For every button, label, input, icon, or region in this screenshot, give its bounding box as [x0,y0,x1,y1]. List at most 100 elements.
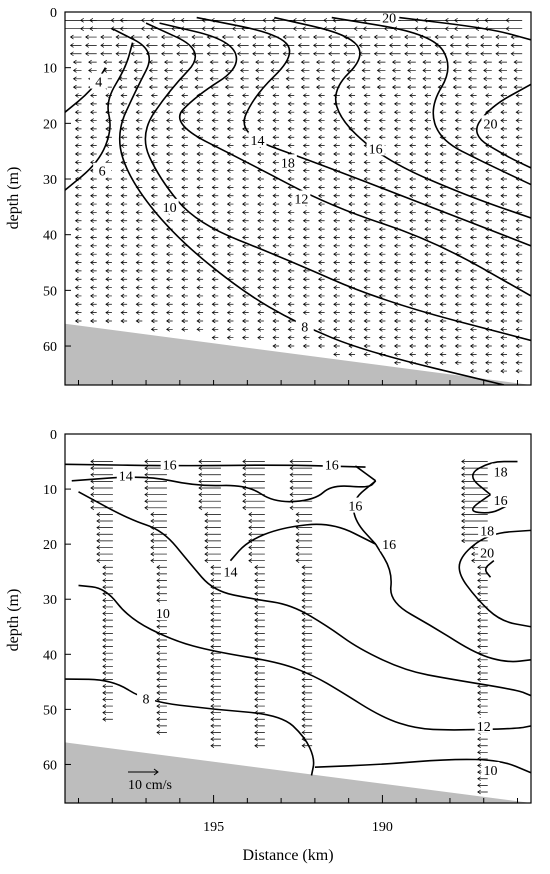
x-tick-label: 190 [372,820,393,835]
velocity-arrow [156,571,167,577]
velocity-arrow [90,301,97,307]
velocity-arrow [120,185,128,190]
velocity-arrow [226,118,234,123]
plot-frame [64,11,532,386]
velocity-arrow [452,84,462,90]
velocity-arrow [287,101,295,107]
scale-arrow-legend: 10 cm/s [128,768,172,793]
isotherm-20 [475,83,531,169]
velocity-arrow [102,611,113,616]
velocity-arrow [90,118,97,123]
velocity-arrow [150,538,167,544]
velocity-arrow [469,210,477,215]
isotherm-18 [458,529,531,628]
velocity-arrow [469,276,477,282]
velocity-arrow [378,327,386,332]
velocity-arrow [166,176,173,182]
velocity-arrow [378,109,386,115]
velocity-arrow [144,479,167,484]
velocity-arrow [287,301,295,307]
contour-label: 18 [494,465,508,480]
velocity-arrow [333,176,340,182]
velocity-arrow [302,18,325,23]
velocity-arrow [181,151,188,157]
velocity-arrow [120,235,128,240]
velocity-arrow [378,218,386,224]
velocity-arrow [272,343,280,349]
velocity-arrow [196,293,204,299]
velocity-arrow [409,285,416,290]
velocity-arrow [221,51,234,57]
velocity-arrow [328,34,340,40]
velocity-arrow [164,59,173,65]
velocity-arrow [224,84,234,90]
velocity-arrow [254,631,265,636]
velocity-arrow [272,218,280,224]
velocity-arrow [210,637,221,643]
velocity-arrow [301,598,313,603]
y-tick-label: 0 [50,6,57,21]
velocity-arrow [257,185,264,190]
velocity-arrow [100,51,112,57]
velocity-arrow [226,134,234,140]
velocity-arrow [439,151,447,157]
velocity-arrow [115,34,128,40]
velocity-arrow [301,617,313,623]
velocity-arrow [176,43,188,48]
velocity-arrow [210,710,221,715]
velocity-arrow [510,51,523,57]
y-axis-title: depth (m) [5,167,22,230]
velocity-arrow [485,185,492,190]
velocity-arrow [500,109,507,115]
velocity-arrow [181,318,188,324]
velocity-arrow [287,109,295,115]
velocity-arrow [105,243,112,249]
velocity-arrow [318,293,325,299]
velocity-arrow [257,126,264,132]
velocity-arrow [348,151,356,157]
velocity-arrow [105,118,112,123]
velocity-arrow [90,193,97,199]
velocity-arrow [348,251,356,257]
velocity-arrow [226,301,234,307]
velocity-arrow [156,730,167,735]
y-tick-label: 60 [43,340,57,355]
velocity-arrow [181,93,188,98]
velocity-arrow [477,664,488,669]
velocity-arrow [424,168,432,173]
velocity-arrow [204,551,221,557]
velocity-arrow [467,76,477,82]
velocity-arrow [257,193,264,199]
velocity-arrow [242,134,249,140]
velocity-arrow [378,318,386,324]
velocity-arrow [105,235,112,240]
velocity-arrow [166,126,173,132]
contour-label: 20 [382,12,396,27]
velocity-arrow [248,525,265,530]
velocity-arrow [363,293,371,299]
velocity-arrow [248,518,265,524]
velocity-arrow [289,472,313,478]
velocity-arrow [248,558,265,563]
velocity-arrow [515,134,523,140]
velocity-arrow [454,201,462,207]
velocity-arrow [272,126,280,132]
velocity-arrow [226,335,234,340]
velocity-arrow [333,193,340,199]
velocity-arrow [393,201,401,207]
velocity-arrow [393,327,401,332]
velocity-arrow [287,335,295,340]
velocity-arrow [378,126,386,132]
velocity-arrow [301,703,313,709]
contour-label: 20 [483,117,497,132]
velocity-arrow [483,59,492,65]
velocity-arrow [204,558,221,563]
y-tick-label: 60 [43,758,57,773]
velocity-arrow [257,109,264,115]
velocity-arrow [302,310,310,315]
velocity-arrow [211,276,219,282]
velocity-arrow [257,301,264,307]
velocity-arrow [452,76,462,82]
velocity-arrow [102,703,113,709]
